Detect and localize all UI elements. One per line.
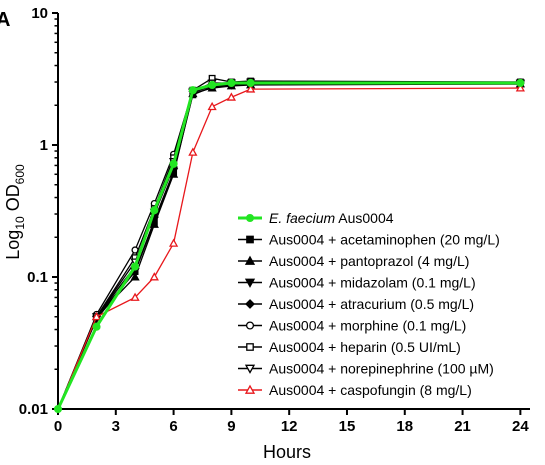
legend-marker [246, 343, 254, 351]
legend-label: Aus0004 + morphine (0.1 mg/L) [269, 318, 466, 334]
legend-label: Aus0004 + acetaminophen (20 mg/L) [269, 232, 500, 248]
data-point [150, 206, 159, 215]
y-tick-label: 0.1 [27, 269, 48, 286]
data-point [130, 272, 140, 281]
x-axis-title: Hours [263, 442, 311, 462]
series-line [57, 87, 521, 410]
data-point [169, 159, 178, 168]
y-tick-label: 1 [40, 137, 48, 154]
legend-label: Aus0004 + norepinephrine (100 µM) [269, 361, 494, 377]
data-point [92, 322, 101, 331]
y-axis-title: Log10 OD600 [3, 164, 27, 260]
data-point [246, 84, 256, 93]
legend-marker [245, 299, 255, 309]
legend-label: Aus0004 + pantoprazol (4 mg/L) [269, 253, 469, 269]
data-point [168, 238, 179, 247]
legend-item: Aus0004 + morphine (0.1 mg/L) [238, 318, 466, 334]
x-tick-label: 12 [281, 418, 298, 435]
legend-item: Aus0004 + heparin (0.5 UI/mL) [238, 339, 461, 355]
series-layer [53, 74, 525, 414]
data-point [226, 92, 236, 101]
x-tick-label: 15 [339, 418, 356, 435]
legend-item: Aus0004 + caspofungin (8 mg/L) [238, 382, 472, 398]
legend-marker [245, 321, 255, 330]
data-point [207, 101, 217, 111]
x-tick-label: 24 [512, 418, 529, 435]
legend-marker [246, 235, 254, 244]
x-tick-label: 6 [169, 418, 177, 435]
series-0 [53, 78, 525, 414]
data-point [149, 272, 159, 281]
x-tick-label: 3 [112, 418, 120, 435]
data-point [515, 83, 525, 92]
data-point [53, 404, 63, 414]
legend-marker [244, 364, 256, 374]
legend-item: Aus0004 + atracurium (0.5 mg/L) [238, 296, 474, 312]
legend-label: Aus0004 + atracurium (0.5 mg/L) [269, 296, 474, 312]
axes: 0 3 6 9 12 15 18 21 24 0.01 0.1 1 10 [19, 5, 530, 435]
legend-marker [244, 384, 256, 394]
legend-item: Aus0004 + acetaminophen (20 mg/L) [238, 232, 500, 248]
x-tick-label: 0 [54, 418, 62, 435]
series-line [56, 81, 521, 410]
x-tick-label: 21 [454, 418, 471, 435]
data-point [188, 86, 197, 95]
legend-marker [245, 213, 255, 223]
y-tick-label: 10 [31, 5, 48, 22]
x-tick-label: 18 [396, 418, 413, 435]
data-point [130, 292, 140, 301]
legend-label: Aus0004 + heparin (0.5 UI/mL) [269, 339, 461, 355]
data-point [208, 80, 217, 90]
y-tick-label: 0.01 [19, 401, 48, 418]
data-point [188, 147, 198, 156]
legend-label: E. faecium Aus0004 [269, 210, 394, 226]
data-point [516, 78, 525, 88]
legend-label: Aus0004 + midazolam (0.1 mg/L) [269, 275, 476, 291]
data-point [131, 262, 140, 271]
legend-item: Aus0004 + midazolam (0.1 mg/L) [238, 275, 476, 291]
data-point [227, 78, 236, 88]
legend-marker [244, 255, 256, 265]
x-tick-label: 9 [227, 418, 235, 435]
series-8 [57, 83, 525, 410]
legend-label: Aus0004 + caspofungin (8 mg/L) [269, 382, 472, 398]
panel-letter: A [0, 9, 10, 31]
legend-item: Aus0004 + pantoprazol (4 mg/L) [238, 253, 469, 269]
legend-item: E. faecium Aus0004 [238, 210, 394, 226]
data-point [91, 311, 102, 321]
legend: E. faecium Aus0004 Aus0004 + acetaminophe… [238, 210, 500, 398]
legend-item: Aus0004 + norepinephrine (100 µM) [238, 361, 494, 377]
data-point [246, 78, 255, 88]
legend-marker [244, 278, 256, 288]
